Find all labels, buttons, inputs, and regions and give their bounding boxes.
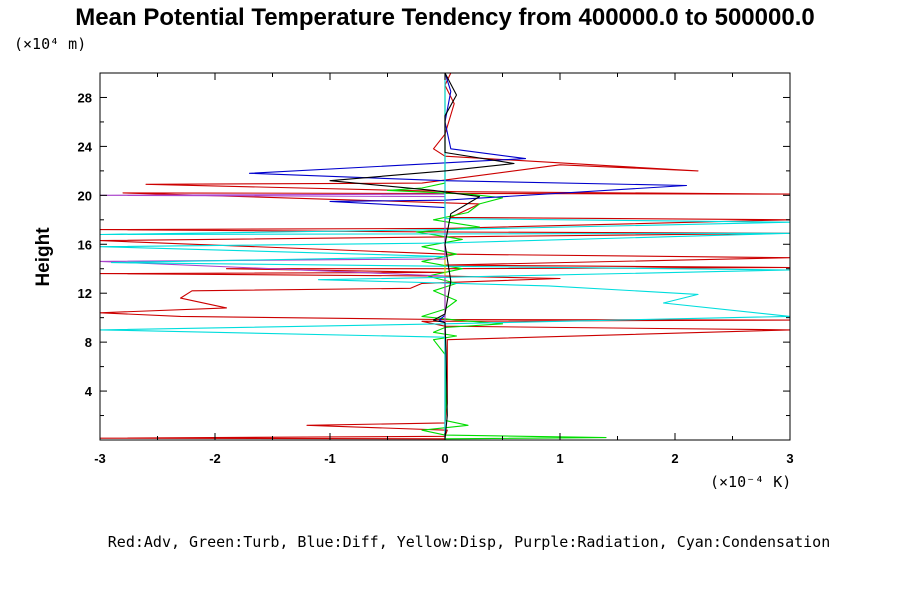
y-tick-label: 20 [78, 188, 92, 203]
series-line-radiation [99, 73, 446, 439]
y-unit-label: (×10⁴ m) [14, 35, 86, 53]
tick-layer [99, 72, 791, 440]
series-line-total [329, 72, 515, 439]
series-layer [99, 72, 791, 440]
y-tick-label: 24 [78, 139, 93, 154]
x-tick-label: -1 [324, 451, 336, 466]
x-tick-label: -2 [209, 451, 221, 466]
x-tick-label: 0 [441, 451, 448, 466]
y-tick-label: 12 [78, 286, 92, 301]
x-tick-label: 2 [671, 451, 678, 466]
y-tick-label: 16 [78, 237, 92, 252]
x-tick-label: 3 [786, 451, 793, 466]
x-tick-label: -3 [94, 451, 106, 466]
x-tick-label: 1 [556, 451, 563, 466]
chart-title: Mean Potential Temperature Tendency from… [75, 4, 814, 31]
y-tick-label: 4 [85, 384, 93, 399]
y-tick-label: 8 [85, 335, 92, 350]
series-line-diff [248, 72, 688, 439]
y-tick-label: 28 [78, 90, 92, 105]
y-axis-label: Height [33, 227, 54, 287]
x-unit-label: (×10⁻⁴ K) [710, 473, 791, 491]
legend-text: Red:Adv, Green:Turb, Blue:Diff, Yellow:D… [108, 533, 830, 551]
